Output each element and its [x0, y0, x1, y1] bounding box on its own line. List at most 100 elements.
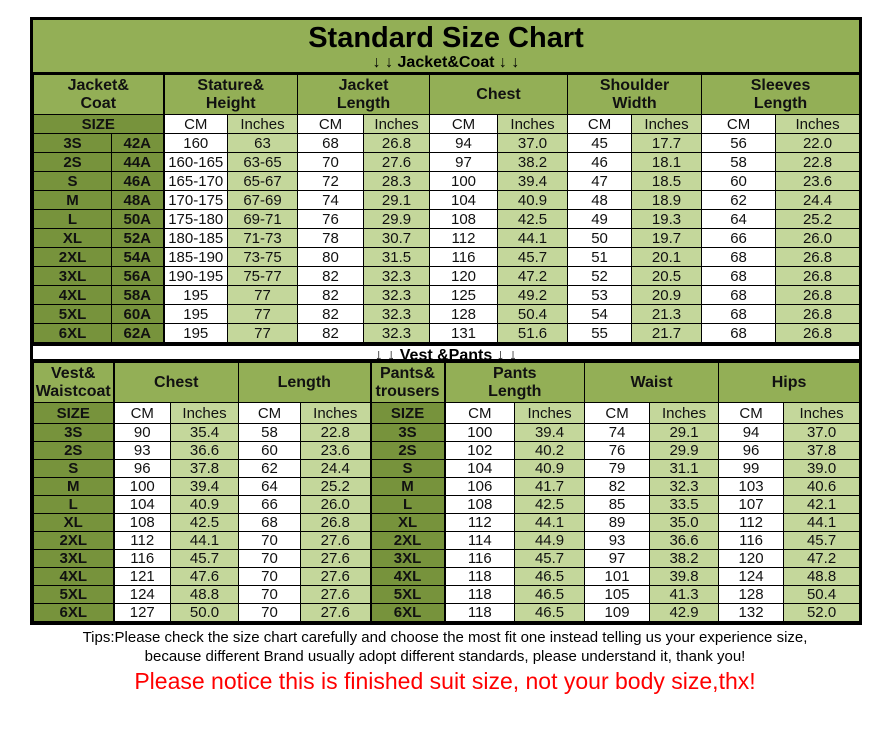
value-cell: 70 [238, 585, 302, 604]
column-group-header: Jacket Length [296, 74, 431, 115]
value-cell: 42.1 [783, 495, 861, 514]
value-cell: 45.7 [514, 549, 586, 568]
size-chart-page: Standard Size Chart ↓ ↓ Jacket&Coat ↓ ↓ … [30, 17, 862, 694]
unit-header-cell: CM [297, 114, 364, 134]
value-cell: 160 [163, 133, 228, 153]
value-cell: 37.8 [783, 441, 861, 460]
value-cell: 17.7 [631, 133, 703, 153]
table-row: 5XL 124 48.8 70 27.6 5XL 118 46.5 105 41.3 128 50.4 [33, 585, 861, 604]
value-cell: 26.8 [775, 323, 861, 343]
size-cell: 3S [33, 423, 115, 442]
value-cell: 68 [701, 304, 777, 324]
value-cell: 27.6 [300, 567, 372, 586]
value-cell: 45.7 [497, 247, 569, 267]
value-cell: 26.8 [775, 304, 861, 324]
value-cell: 108 [429, 209, 499, 229]
value-cell: 39.4 [497, 171, 569, 191]
value-cell: 112 [444, 513, 516, 532]
value-cell: 79 [584, 459, 651, 478]
value-cell: 25.2 [775, 209, 861, 229]
value-cell: 52 [567, 266, 633, 286]
value-cell: 68 [701, 247, 777, 267]
size-cell: XL [33, 228, 112, 248]
unit-header-cell: Inches [300, 402, 372, 424]
value-cell: 66 [238, 495, 302, 514]
value-cell: 60 [701, 171, 777, 191]
value-cell: 39.0 [783, 459, 861, 478]
unit-header-cell: SIZE [33, 402, 115, 424]
value-cell: 55 [567, 323, 633, 343]
finished-size-notice: Please notice this is finished suit size… [134, 668, 756, 694]
value-cell: 94 [718, 423, 785, 442]
value-cell: 108 [113, 513, 171, 532]
value-cell: 104 [429, 190, 499, 210]
value-cell: 82 [297, 285, 364, 305]
value-cell: 64 [701, 209, 777, 229]
value-cell: 32.3 [362, 285, 431, 305]
value-cell: 33.5 [649, 495, 720, 514]
column-group-header: Vest& Waistcoat [33, 362, 115, 403]
value-cell: 44.1 [514, 513, 586, 532]
value-cell: 36.6 [169, 441, 240, 460]
value-cell: 52.0 [783, 603, 861, 622]
value-cell: 96 [718, 441, 785, 460]
value-cell: 127 [113, 603, 171, 622]
column-group-header: Chest [112, 362, 240, 403]
value-cell: 72 [297, 171, 364, 191]
unit-header-cell: Inches [514, 402, 586, 424]
table-row: S 46A 165-170 65-67 72 28.3 100 39.4 47 18.5 60 23.… [33, 171, 861, 191]
value-cell: 31.5 [362, 247, 431, 267]
unit-header-cell: CM [701, 114, 777, 134]
size-cell: L [369, 495, 446, 514]
column-group-header: Waist [584, 362, 720, 403]
value-cell: 112 [429, 228, 499, 248]
value-cell: 40.6 [783, 477, 861, 496]
value-cell: 62 [701, 190, 777, 210]
value-cell: 116 [429, 247, 499, 267]
value-cell: 70 [238, 603, 302, 622]
value-cell: 107 [718, 495, 785, 514]
value-cell: 50.4 [783, 585, 861, 604]
value-cell: 18.9 [631, 190, 703, 210]
value-cell: 23.6 [300, 441, 372, 460]
value-cell: 32.3 [362, 304, 431, 324]
table-row: 6XL 127 50.0 70 27.6 6XL 118 46.5 109 42.9 132 52.0 [33, 603, 861, 622]
table-row: 2S 93 36.6 60 23.6 2S 102 40.2 76 29.9 96 37.8 [33, 441, 861, 460]
value-cell: 160-165 [163, 152, 228, 172]
value-cell: 124 [718, 567, 785, 586]
value-cell: 21.3 [631, 304, 703, 324]
value-cell: 18.1 [631, 152, 703, 172]
value-cell: 97 [584, 549, 651, 568]
table-row: M 48A 170-175 67-69 74 29.1 104 40.9 48 18.9 62 24.… [33, 190, 861, 210]
value-cell: 120 [718, 549, 785, 568]
value-cell: 68 [701, 323, 777, 343]
page-title: Standard Size Chart [308, 22, 584, 54]
value-cell: 31.1 [649, 459, 720, 478]
unit-header-cell: Inches [775, 114, 861, 134]
value-cell: 48 [567, 190, 633, 210]
value-cell: 24.4 [300, 459, 372, 478]
value-cell: 32.3 [362, 323, 431, 343]
value-cell: 77 [227, 285, 298, 305]
size-cell: 3XL [33, 266, 112, 286]
value-cell: 39.8 [649, 567, 720, 586]
value-cell: 103 [718, 477, 785, 496]
value-cell: 19.7 [631, 228, 703, 248]
value-cell: 68 [297, 133, 364, 153]
value-cell: 42.9 [649, 603, 720, 622]
value-cell: 100 [113, 477, 171, 496]
value-cell: 36.6 [649, 531, 720, 550]
unit-header-cell: SIZE [33, 114, 165, 134]
value-cell: 35.0 [649, 513, 720, 532]
table-row: 2XL 54A 185-190 73-75 80 31.5 116 45.7 51 20.1 68 2… [33, 247, 861, 267]
table-row: 4XL 121 47.6 70 27.6 4XL 118 46.5 101 39.8 124 48.8 [33, 567, 861, 586]
value-cell: 45.7 [169, 549, 240, 568]
table-row: 3S 42A 160 63 68 26.8 94 37.0 45 17.7 56 22.0 [33, 133, 861, 153]
value-cell: 44.1 [169, 531, 240, 550]
size-cell: 6XL [369, 603, 446, 622]
value-cell: 120 [429, 266, 499, 286]
value-cell: 100 [429, 171, 499, 191]
unit-header-cell: Inches [227, 114, 298, 134]
size-cell: 2XL [369, 531, 446, 550]
value-cell: 47.2 [497, 266, 569, 286]
